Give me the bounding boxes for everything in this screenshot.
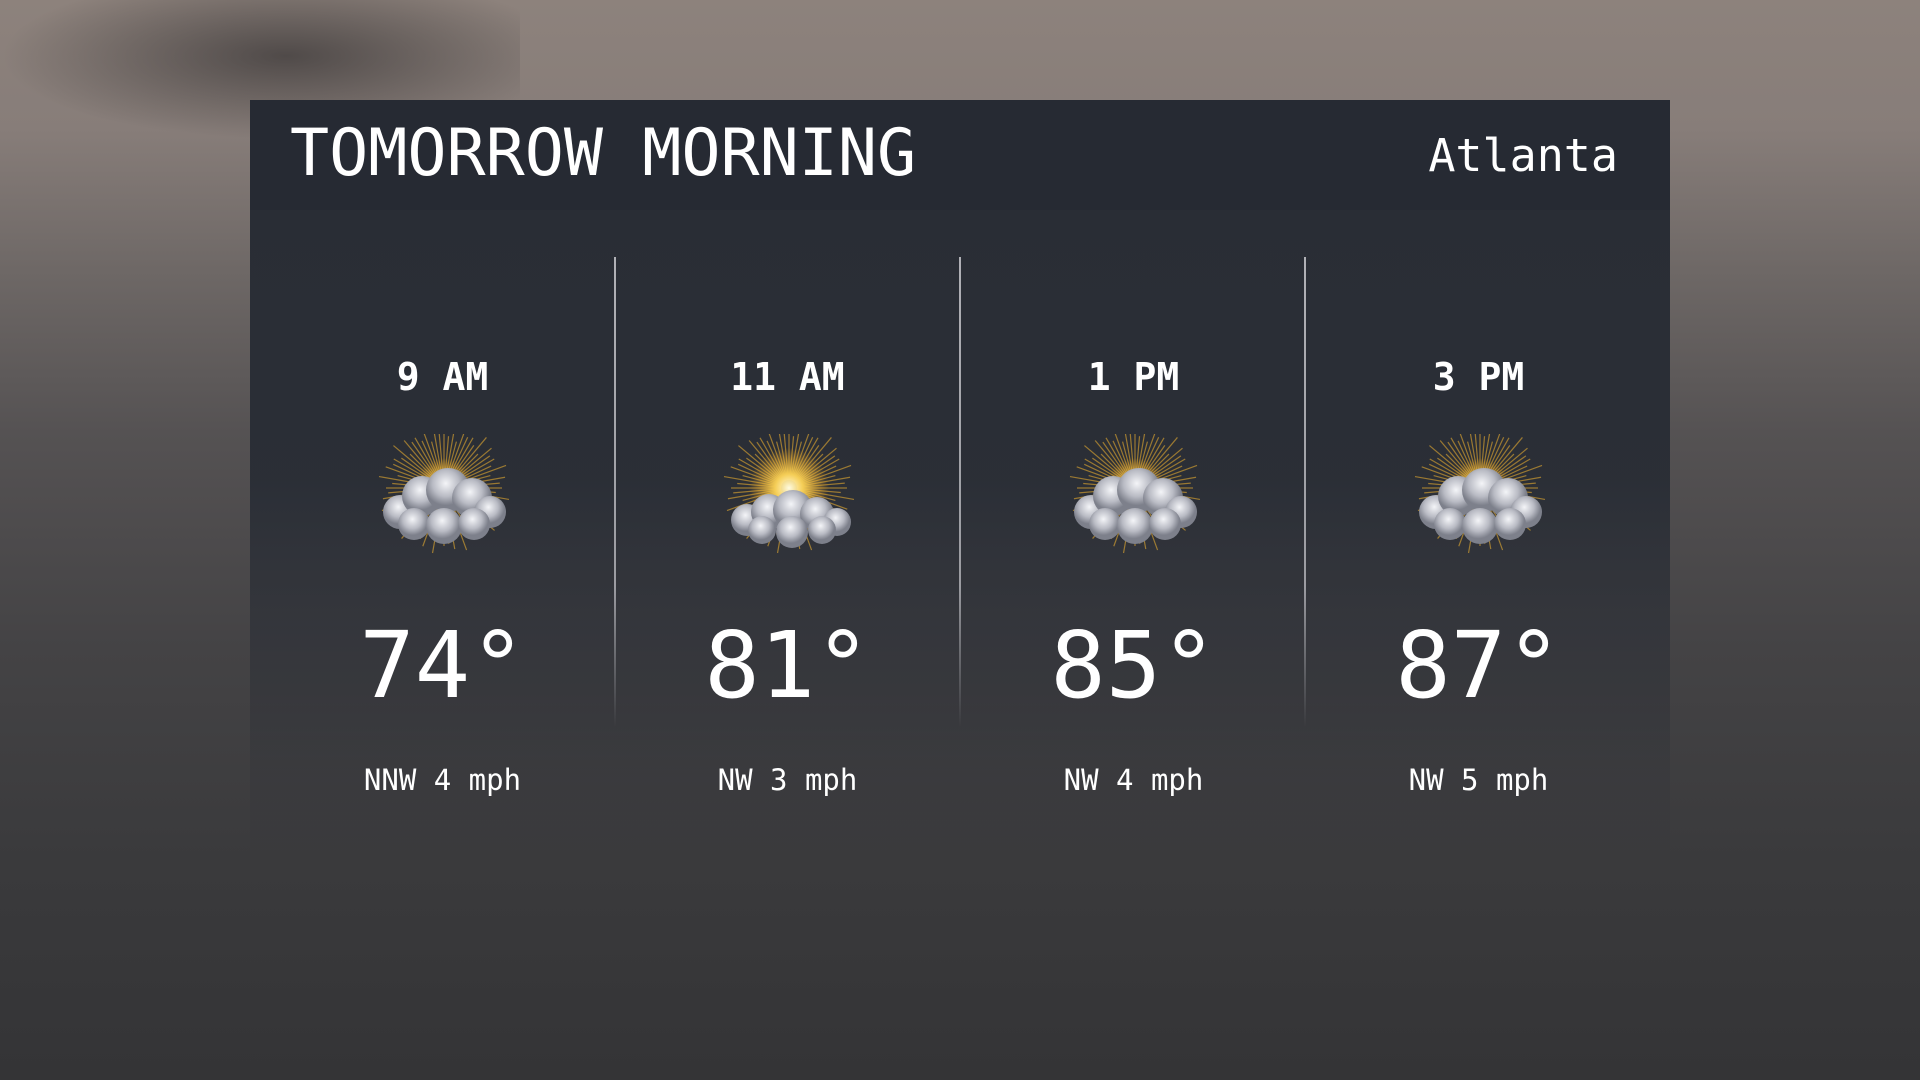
forecast-temperature: 85° <box>1050 612 1217 719</box>
forecast-temperature: 81° <box>704 612 871 719</box>
column-divider <box>959 257 961 727</box>
forecast-time: 3 PM <box>1432 355 1525 399</box>
forecast-time: 11 AM <box>730 355 845 399</box>
city-name: Atlanta <box>1428 129 1618 182</box>
forecast-wind: NW 4 mph <box>1063 763 1204 797</box>
column-divider <box>614 257 616 727</box>
panel-header: TOMORROW MORNING Atlanta <box>250 100 1670 210</box>
forecast-wind: NW 5 mph <box>1408 763 1549 797</box>
forecast-column: 9 AM 74° NNW 4 mph <box>270 210 615 830</box>
partly-cloudy-icon <box>1408 422 1552 558</box>
forecast-temperature: 74° <box>359 612 526 719</box>
forecast-column: 1 PM 85° NW 4 mph <box>961 210 1306 830</box>
forecast-column: 11 AM 81° NW 3 mph <box>615 210 960 830</box>
partly-cloudy-icon <box>1063 422 1207 558</box>
column-divider <box>1304 257 1306 727</box>
partly-cloudy-icon <box>372 422 516 558</box>
page-title: TOMORROW MORNING <box>290 116 917 191</box>
forecast-wind: NNW 4 mph <box>363 763 522 797</box>
mostly-sunny-icon <box>717 422 861 558</box>
forecast-column: 3 PM 87° NW 5 mph <box>1306 210 1651 830</box>
forecast-wind: NW 3 mph <box>717 763 858 797</box>
forecast-time: 1 PM <box>1087 355 1180 399</box>
forecast-temperature: 87° <box>1395 612 1562 719</box>
forecast-time: 9 AM <box>396 355 489 399</box>
